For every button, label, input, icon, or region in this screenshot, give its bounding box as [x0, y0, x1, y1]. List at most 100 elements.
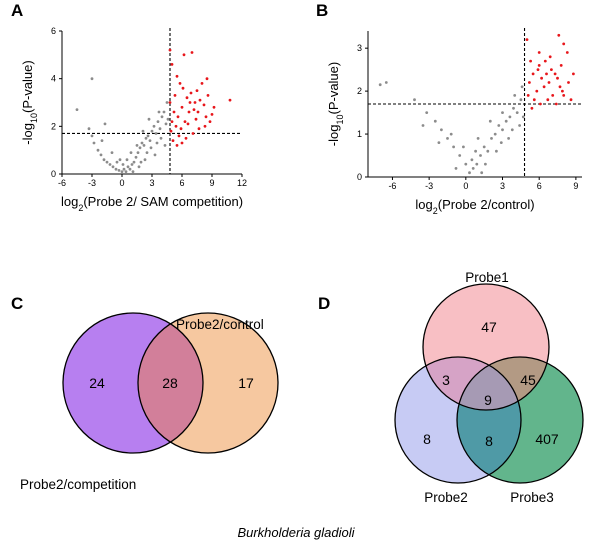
plot-a-point-gray — [134, 155, 138, 159]
plot-a-y-axis-label: -log10(P-value) — [20, 60, 39, 144]
plot-b-point-gray — [504, 119, 508, 123]
plot-a-point-gray — [153, 153, 157, 157]
plot-a-x-tick-label: 6 — [179, 178, 184, 188]
plot-a-point-red — [170, 63, 174, 66]
plot-b-point-red — [539, 102, 542, 106]
plot-a-point-gray — [143, 158, 147, 162]
plot-a-point-red — [212, 105, 216, 109]
plot-b-point-red — [551, 94, 555, 97]
plot-a-point-red — [181, 86, 185, 90]
venn-c-overlap-count: 28 — [162, 375, 178, 391]
plot-b-point-gray — [470, 158, 474, 162]
plot-b-x-tick-label: 3 — [500, 181, 505, 191]
plot-a-point-gray — [129, 151, 133, 155]
plot-a-point-red — [177, 134, 181, 138]
plot-a-point-red — [182, 53, 186, 57]
plot-a-point-gray — [125, 158, 129, 162]
plot-a-point-red — [173, 94, 177, 97]
plot-b-point-gray — [493, 132, 497, 136]
plot-b-point-gray — [495, 149, 498, 153]
plot-b-point-gray — [508, 115, 512, 119]
plot-a-point-gray — [87, 127, 91, 131]
plot-b-point-gray — [482, 145, 486, 149]
plot-b-point-gray — [462, 145, 465, 149]
venn-diagram-d: Probe1 Probe2 Probe3 47 3 45 9 8 8 407 — [394, 270, 584, 505]
plot-a-point-red — [210, 113, 214, 116]
plot-a-y-tick-label: 4 — [51, 74, 56, 84]
panel-letter-d: D — [318, 294, 330, 313]
panel-letter-a: A — [11, 1, 23, 20]
plot-a-point-red — [195, 89, 199, 92]
plot-a-point-red — [193, 101, 197, 104]
plot-a-point-gray — [139, 160, 143, 164]
plot-b-point-red — [553, 72, 557, 76]
plot-b-point-gray — [384, 81, 388, 84]
plot-b-point-gray — [480, 171, 484, 175]
venn-d-label-probe3: Probe3 — [510, 490, 554, 505]
plot-b-point-red — [545, 72, 548, 76]
plot-a-point-gray — [111, 165, 115, 169]
plot-a-point-red — [169, 129, 173, 133]
plot-b-point-red — [532, 98, 536, 102]
plot-a-point-gray — [147, 117, 151, 121]
plot-a-point-gray — [135, 144, 139, 147]
plot-a-point-gray — [136, 151, 140, 155]
plot-b-point-red — [529, 59, 532, 63]
plot-b-point-gray — [446, 137, 449, 140]
plot-b-point-gray — [513, 94, 517, 97]
plot-a-point-gray — [149, 146, 153, 150]
plot-b-point-red — [556, 76, 559, 80]
plot-b-point-gray — [474, 149, 477, 153]
plot-a-point-red — [187, 110, 191, 114]
plot-b-point-gray — [433, 119, 437, 123]
plot-a-point-gray — [137, 165, 141, 169]
plot-b-x-tick-label: -3 — [425, 181, 433, 191]
plot-a-point-gray — [146, 134, 150, 138]
venn-d-probe2-probe3: 8 — [485, 433, 493, 449]
plot-a-point-gray — [128, 167, 132, 171]
plot-a-point-gray — [155, 141, 159, 145]
plot-a-point-red — [180, 141, 184, 145]
plot-a-point-gray — [165, 101, 169, 104]
plot-b-point-gray — [520, 85, 524, 89]
venn-c-right-count: 17 — [238, 375, 254, 391]
plot-b-point-gray — [437, 141, 441, 145]
plot-b-point-gray — [454, 167, 458, 170]
plot-b-point-gray — [486, 149, 490, 153]
plot-b-point-gray — [479, 154, 482, 157]
venn-c-left-count: 24 — [89, 375, 105, 391]
plot-a-point-gray — [140, 141, 144, 145]
plot-a-x-tick-label: -3 — [88, 178, 96, 188]
venn-d-probe3-only: 407 — [535, 431, 559, 447]
plot-a-point-gray — [160, 115, 164, 119]
plot-a-point-gray — [99, 153, 103, 157]
plot-a-point-gray — [118, 158, 122, 162]
plot-a-point-gray — [141, 129, 145, 133]
plot-b-point-gray — [440, 128, 443, 132]
plot-b-point-red — [554, 102, 558, 106]
venn-d-probe1-probe3: 45 — [520, 372, 536, 388]
plot-a-point-gray — [157, 110, 161, 114]
plot-b-point-gray — [484, 162, 487, 166]
plot-a-x-tick-label: 12 — [237, 178, 247, 188]
plot-b-point-red — [567, 81, 570, 84]
plot-a-point-gray — [90, 77, 94, 81]
plot-b-point-gray — [421, 124, 425, 127]
venn-d-probe2-only: 8 — [423, 431, 431, 447]
plot-a-point-gray — [115, 160, 119, 164]
plot-b-point-red — [525, 38, 529, 41]
venn-c-label-left: Probe2/competition — [20, 477, 136, 492]
plot-a-point-gray — [108, 163, 112, 166]
plot-a-point-gray — [166, 117, 170, 121]
plot-b-point-gray — [510, 128, 514, 132]
plot-a-point-red — [200, 82, 204, 85]
plot-b-point-red — [535, 89, 539, 93]
plot-a-point-red — [194, 117, 198, 121]
plot-a-point-gray — [100, 139, 104, 143]
plot-a-point-gray — [103, 122, 107, 126]
plot-b-point-red — [531, 72, 535, 76]
plot-a-point-red — [175, 74, 179, 78]
plot-b-point-gray — [413, 98, 416, 102]
plot-a-point-gray — [130, 163, 134, 166]
plot-b-y-tick-label: 3 — [357, 43, 362, 53]
